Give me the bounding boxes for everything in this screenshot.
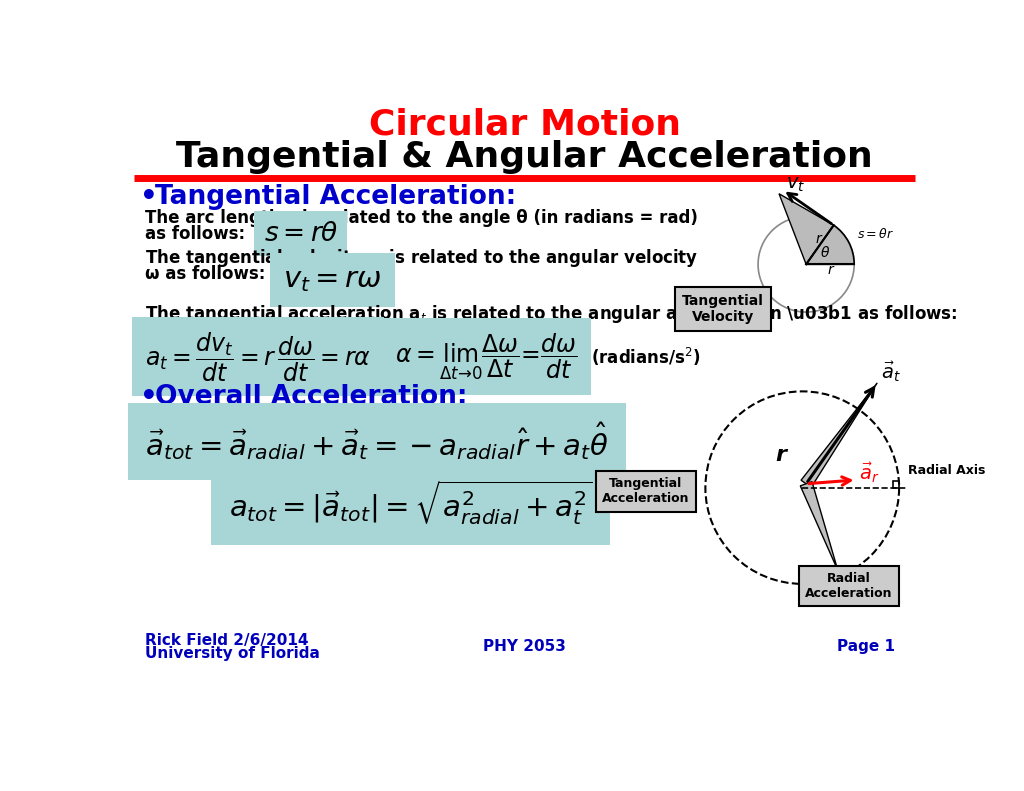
Text: r: r: [775, 445, 786, 464]
Text: The tangential acceleration a$_t$ is related to the angular acceleration \u03b1 : The tangential acceleration a$_t$ is rel…: [145, 303, 957, 324]
Wedge shape: [806, 225, 854, 264]
Text: $\theta$: $\theta$: [820, 244, 830, 259]
Text: University of Florida: University of Florida: [145, 645, 319, 660]
Polygon shape: [801, 482, 838, 570]
Text: $a_t = \dfrac{dv_t}{dt} = r\,\dfrac{d\omega}{dt} = r\alpha$: $a_t = \dfrac{dv_t}{dt} = r\,\dfrac{d\om…: [145, 330, 371, 384]
Text: ω as follows:: ω as follows:: [145, 264, 265, 282]
Text: PHY 2053: PHY 2053: [483, 639, 566, 653]
Text: $s = r\theta$: $s = r\theta$: [263, 221, 338, 247]
Text: Tangential
Velocity: Tangential Velocity: [682, 294, 764, 324]
Text: (radians/s$^2$): (radians/s$^2$): [591, 346, 700, 368]
Text: Tangential
Acceleration: Tangential Acceleration: [602, 478, 689, 505]
Text: $s = \theta r$: $s = \theta r$: [857, 228, 894, 241]
Text: as follows:: as follows:: [145, 225, 245, 243]
Text: Rick Field 2/6/2014: Rick Field 2/6/2014: [145, 633, 308, 648]
Text: •: •: [139, 383, 158, 411]
Text: Radial Axis: Radial Axis: [908, 464, 986, 477]
Text: Circular Motion: Circular Motion: [369, 107, 681, 141]
Text: $\vec{a}_r$: $\vec{a}_r$: [859, 460, 880, 485]
Text: Radial
Acceleration: Radial Acceleration: [805, 572, 893, 600]
Text: $a_{tot} = |\vec{a}_{tot}| = \sqrt{a_{radial}^2 + a_t^2}$: $a_{tot} = |\vec{a}_{tot}| = \sqrt{a_{ra…: [228, 479, 593, 528]
Text: Tangential Acceleration:: Tangential Acceleration:: [155, 184, 516, 210]
Text: r: r: [815, 233, 821, 246]
Text: $v_t = r\omega$: $v_t = r\omega$: [283, 266, 382, 293]
Polygon shape: [779, 194, 834, 264]
Text: $v_t$: $v_t$: [786, 175, 805, 194]
Text: The arc length s is related to the angle θ (in radians = rad): The arc length s is related to the angle…: [145, 209, 698, 227]
Polygon shape: [801, 383, 878, 487]
Text: Overall Acceleration:: Overall Acceleration:: [155, 384, 468, 410]
Text: Page 1: Page 1: [838, 639, 895, 653]
Text: •: •: [139, 183, 158, 210]
Text: Tangential & Angular Acceleration: Tangential & Angular Acceleration: [176, 139, 873, 173]
Text: r: r: [827, 263, 834, 277]
Text: $\vec{a}_t$: $\vec{a}_t$: [881, 360, 901, 384]
Text: The tangential velocity v$_t$ is related to the angular velocity: The tangential velocity v$_t$ is related…: [145, 247, 698, 269]
Text: $\alpha = \lim_{\Delta t \to 0}\dfrac{\Delta\omega}{\Delta t} = \dfrac{d\omega}{: $\alpha = \lim_{\Delta t \to 0}\dfrac{\D…: [395, 331, 578, 382]
Text: $\vec{a}_{tot} = \vec{a}_{radial} + \vec{a}_t = -a_{radial}\hat{r} + a_t\hat{\th: $\vec{a}_{tot} = \vec{a}_{radial} + \vec…: [145, 421, 609, 463]
